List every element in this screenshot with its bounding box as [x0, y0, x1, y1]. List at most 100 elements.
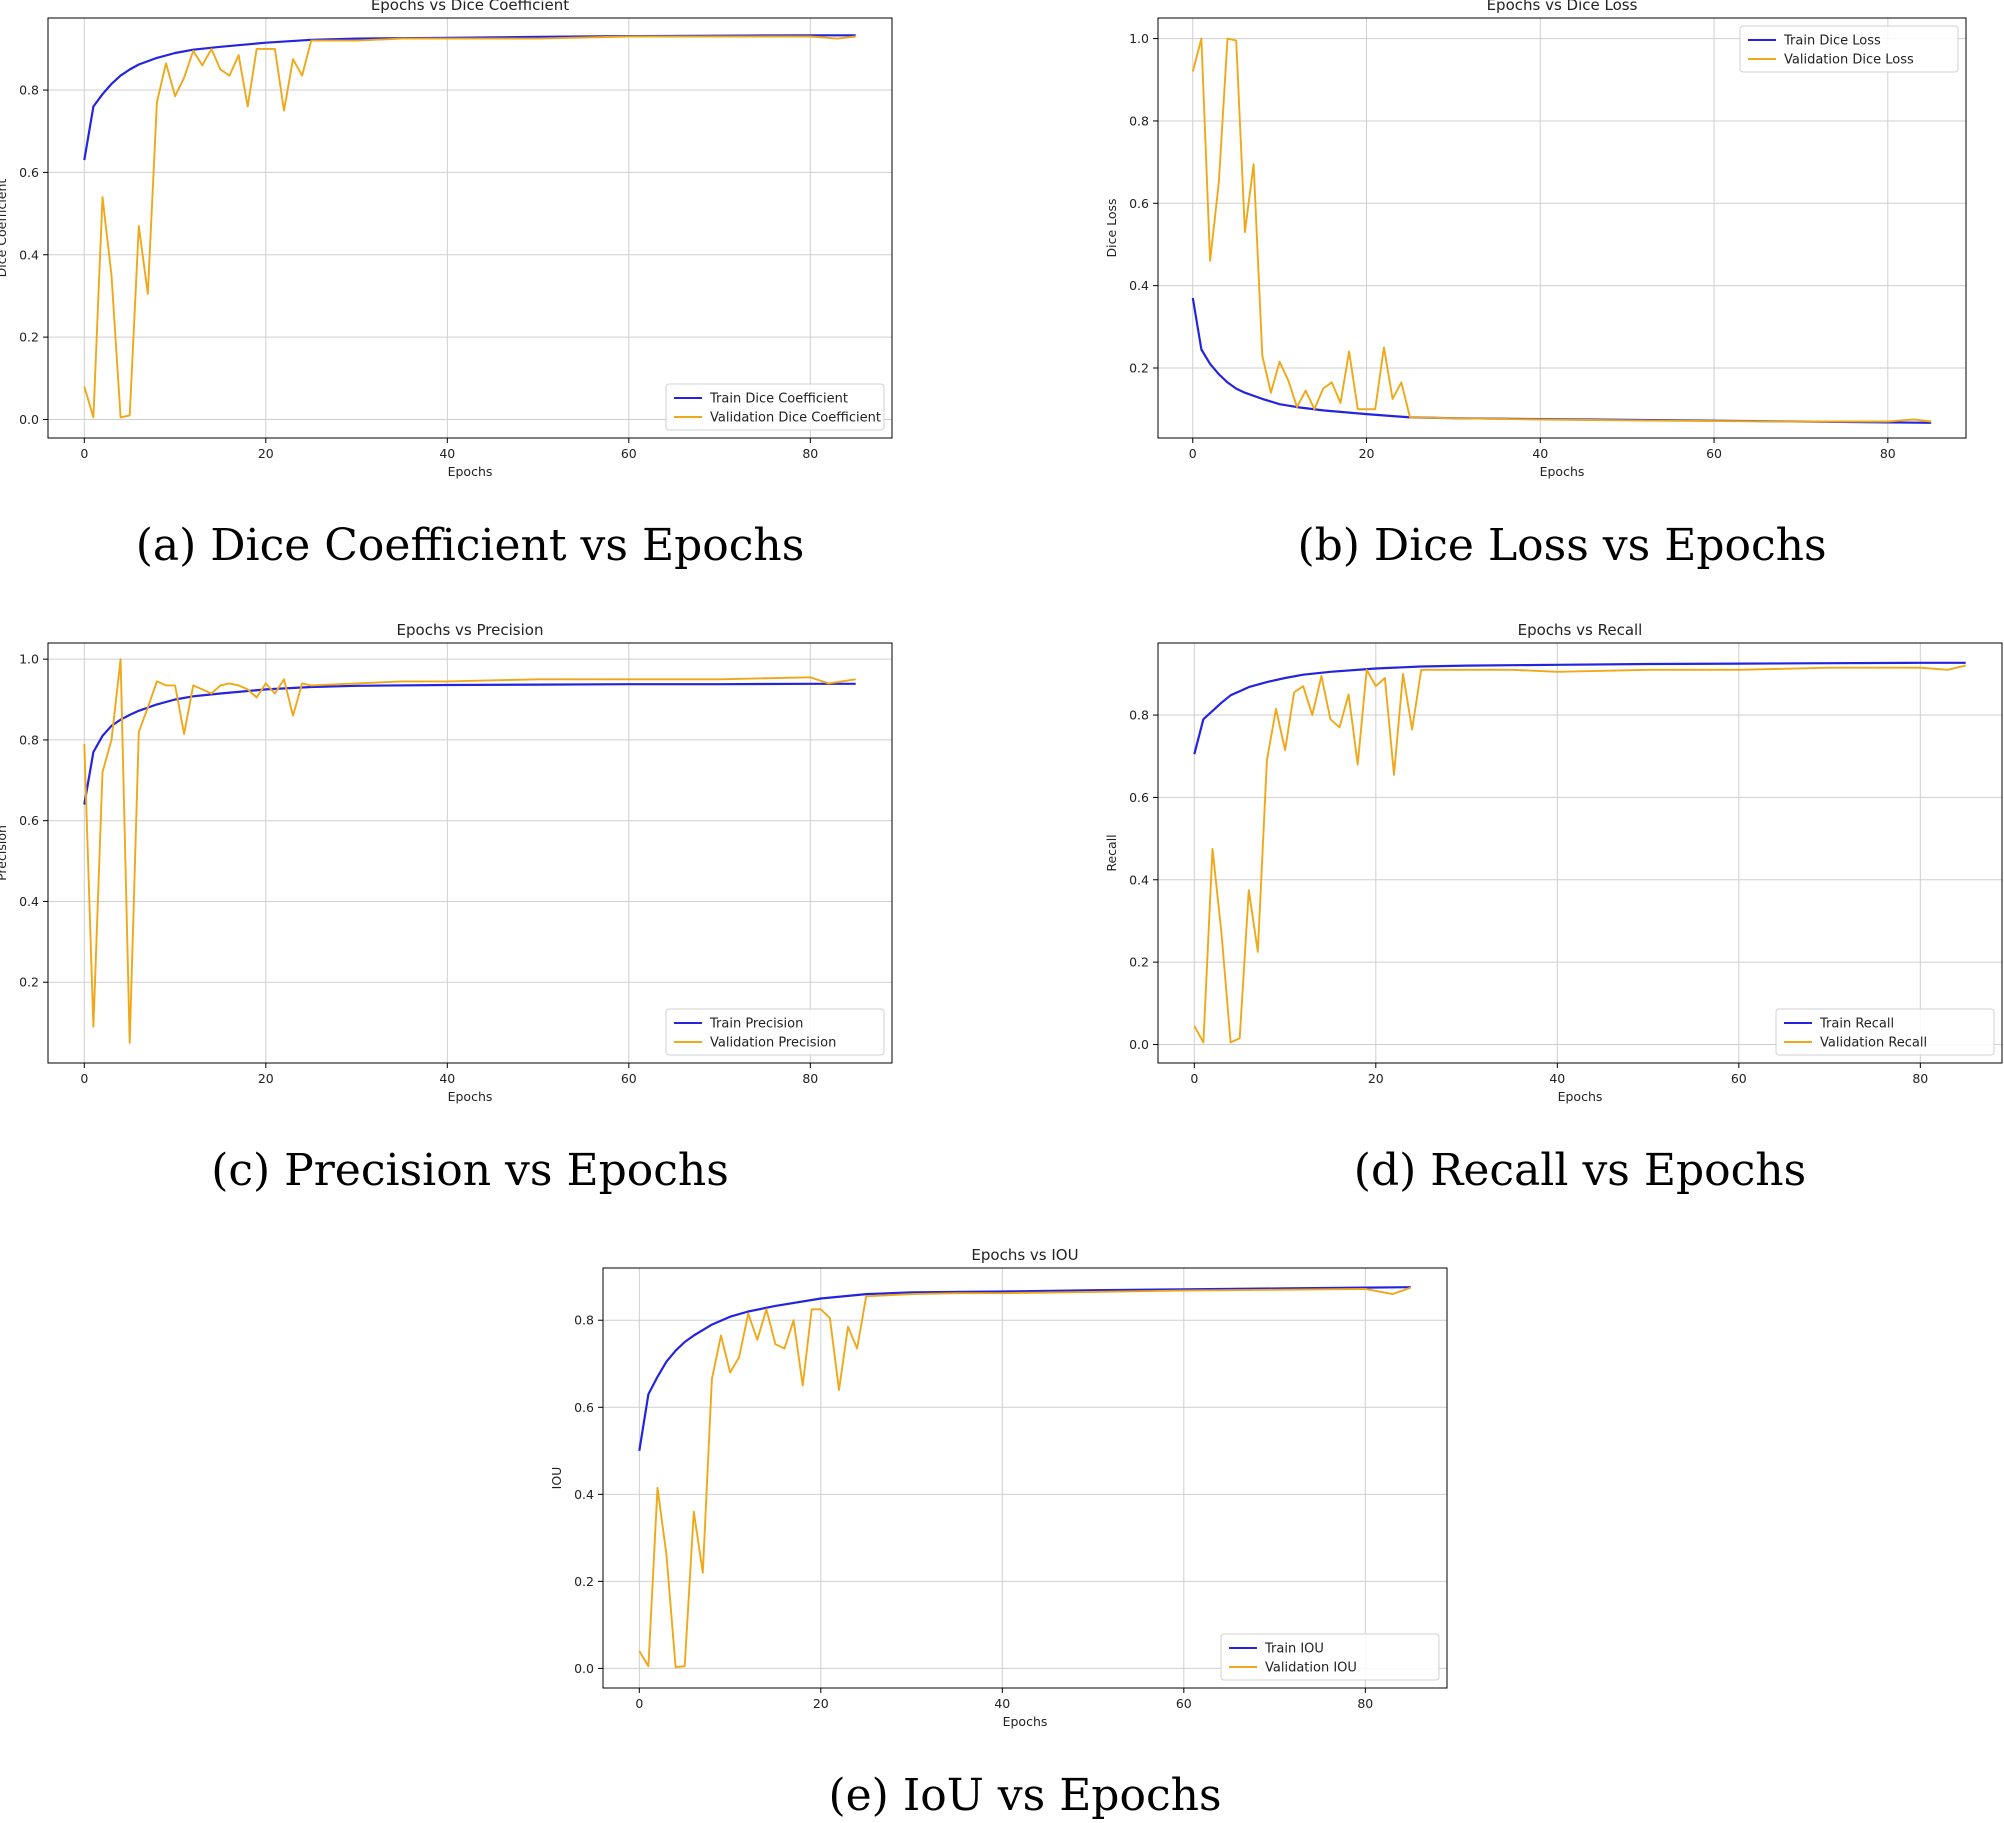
legend-entry: Train Dice Coefficient: [709, 392, 848, 407]
x-tick-label: 20: [1359, 446, 1375, 461]
y-tick-label: 0.4: [1129, 872, 1149, 887]
y-tick-label: 0.0: [1129, 1037, 1149, 1052]
chart-title: Epochs vs IOU: [971, 1246, 1078, 1264]
y-tick-label: 0.8: [1129, 708, 1149, 723]
series-line-validation: [1193, 664, 1966, 1044]
x-axis-label: Epochs: [1540, 464, 1585, 479]
y-tick-label: 0.4: [19, 894, 39, 909]
plot-area-frame: [1157, 642, 2003, 1064]
chart-title: Epochs vs Precision: [397, 621, 544, 639]
x-tick-label: 40: [439, 446, 455, 461]
legend-entry: Validation Dice Loss: [1784, 53, 1914, 68]
chart-3: 0 20 40 60 80 0.0 0.2 0.4 0.6 0.8 Epochs vs Recall…: [1104, 621, 2003, 1196]
legend: Train Recall Validation Recall: [1775, 1008, 1995, 1056]
series-line-validation: [1191, 37, 1932, 423]
x-tick-label: 20: [258, 1071, 274, 1086]
x-axis-label: Epochs: [448, 464, 493, 479]
x-tick-label: 0: [1189, 446, 1197, 461]
legend: Train Dice Loss Validation Dice Loss: [1739, 25, 1959, 73]
legend-entry: Train Precision: [709, 1017, 803, 1032]
x-tick-label: 20: [813, 1696, 829, 1711]
x-tick-label: 0: [1190, 1071, 1198, 1086]
y-tick-label: 0.2: [574, 1574, 594, 1589]
x-tick-label: 0: [635, 1696, 643, 1711]
chart-title: Epochs vs Dice Loss: [1487, 0, 1638, 14]
x-tick-label: 60: [1706, 446, 1722, 461]
y-tick-label: 0.6: [19, 165, 39, 180]
legend-entry: Validation Precision: [710, 1036, 836, 1051]
chart-title: Epochs vs Recall: [1518, 621, 1643, 639]
legend-entry: Train Dice Loss: [1783, 34, 1881, 49]
series-line-validation: [638, 1286, 1412, 1669]
subfigure-caption: (c) Precision vs Epochs: [211, 1145, 729, 1196]
x-tick-label: 0: [80, 1071, 88, 1086]
series-line-train: [638, 1286, 1411, 1451]
chart-1: 0 20 40 60 80 0.2 0.4 0.6 0.8 1.0 Epochs vs Dice L…: [1104, 0, 1967, 571]
chart-2: 0 20 40 60 80 0.2 0.4 0.6 0.8 1.0 Epochs vs Precis…: [0, 621, 893, 1196]
legend-entry: Train IOU: [1264, 1642, 1324, 1657]
x-axis-label: Epochs: [448, 1089, 493, 1104]
x-tick-label: 80: [1880, 446, 1896, 461]
y-tick-label: 0.2: [1129, 361, 1149, 376]
series-line-train: [1193, 661, 1966, 755]
y-tick-label: 0.6: [1129, 790, 1149, 805]
y-tick-label: 0.6: [19, 813, 39, 828]
plot-area-frame: [47, 642, 893, 1064]
x-tick-label: 60: [1176, 1696, 1192, 1711]
series-line-train: [83, 682, 856, 805]
y-tick-label: 0.0: [19, 412, 39, 427]
x-axis-label: Epochs: [1003, 1714, 1048, 1729]
y-tick-label: 0.2: [1129, 955, 1149, 970]
subfigure-caption: (a) Dice Coefficient vs Epochs: [136, 520, 805, 571]
x-tick-label: 40: [1532, 446, 1548, 461]
x-tick-label: 20: [258, 446, 274, 461]
y-tick-label: 0.8: [19, 83, 39, 98]
chart-0: 0 20 40 60 80 0.0 0.2 0.4 0.6 0.8 Epochs vs Dice C…: [0, 0, 893, 571]
y-tick-label: 0.0: [574, 1661, 594, 1676]
y-axis-label: IOU: [549, 1467, 564, 1490]
y-axis-label: Dice Coefficient: [0, 179, 9, 278]
chart-4: 0 20 40 60 80 0.0 0.2 0.4 0.6 0.8 Epochs vs IOU Epo…: [549, 1246, 1448, 1821]
y-tick-label: 0.4: [1129, 278, 1149, 293]
subfigure-caption: (b) Dice Loss vs Epochs: [1297, 520, 1826, 571]
y-tick-label: 0.4: [574, 1487, 594, 1502]
x-tick-label: 60: [621, 1071, 637, 1086]
x-tick-label: 0: [80, 446, 88, 461]
subfigure-caption: (e) IoU vs Epochs: [828, 1770, 1221, 1821]
y-tick-label: 0.2: [19, 975, 39, 990]
y-tick-label: 0.4: [19, 247, 39, 262]
series-line-train: [83, 34, 856, 161]
x-tick-label: 60: [621, 446, 637, 461]
y-tick-label: 0.6: [574, 1400, 594, 1415]
legend: Train Precision Validation Precision: [665, 1008, 885, 1056]
y-axis-label: Precision: [0, 825, 9, 881]
series-line-validation: [83, 658, 856, 1044]
y-axis-label: Dice Loss: [1104, 198, 1119, 257]
legend: Train Dice Coefficient Validation Dice Co…: [665, 383, 885, 431]
x-tick-label: 40: [994, 1696, 1010, 1711]
legend-entry: Validation Recall: [1820, 1036, 1927, 1051]
legend: Train IOU Validation IOU: [1220, 1633, 1440, 1681]
x-tick-label: 80: [1912, 1071, 1928, 1086]
legend-box: [665, 383, 885, 431]
y-tick-label: 0.8: [19, 732, 39, 747]
y-tick-label: 0.6: [1129, 196, 1149, 211]
legend-box: [1220, 1633, 1440, 1681]
x-tick-label: 80: [802, 1071, 818, 1086]
legend-box: [1739, 25, 1959, 73]
plot-area-frame: [47, 17, 893, 439]
y-tick-label: 1.0: [1129, 31, 1149, 46]
y-tick-label: 0.8: [1129, 113, 1149, 128]
subfigure-caption: (d) Recall vs Epochs: [1354, 1145, 1806, 1196]
x-tick-label: 60: [1731, 1071, 1747, 1086]
legend-entry: Train Recall: [1819, 1017, 1894, 1032]
x-tick-label: 40: [439, 1071, 455, 1086]
series-line-validation: [83, 35, 856, 419]
legend-entry: Validation IOU: [1265, 1661, 1357, 1676]
legend-entry: Validation Dice Coefficient: [710, 411, 881, 426]
plot-area-frame: [1157, 17, 1967, 439]
legend-box: [665, 1008, 885, 1056]
x-axis-label: Epochs: [1558, 1089, 1603, 1104]
x-tick-label: 80: [1357, 1696, 1373, 1711]
